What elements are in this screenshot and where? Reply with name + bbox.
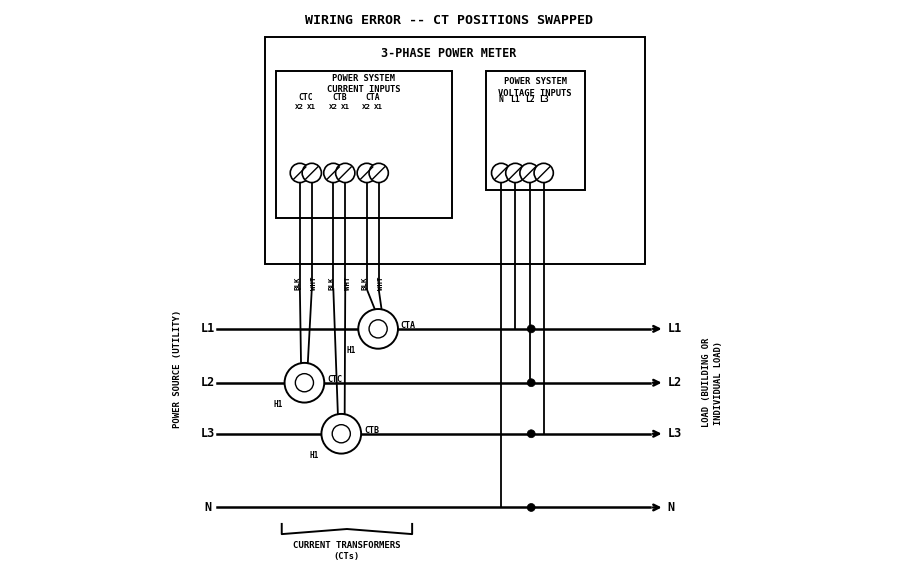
Circle shape — [527, 430, 535, 438]
Circle shape — [491, 163, 511, 183]
Text: L2: L2 — [524, 95, 534, 104]
Circle shape — [357, 163, 376, 183]
Circle shape — [295, 374, 313, 392]
Text: X2: X2 — [362, 104, 371, 109]
Text: X1: X1 — [307, 104, 316, 109]
Text: H1: H1 — [273, 400, 282, 409]
Text: BLK: BLK — [328, 276, 334, 290]
Text: POWER SOURCE (UTILITY): POWER SOURCE (UTILITY) — [173, 310, 182, 428]
Circle shape — [527, 325, 535, 333]
Text: X2: X2 — [295, 104, 304, 109]
Text: WHT: WHT — [345, 276, 350, 290]
Circle shape — [285, 363, 324, 403]
Text: N: N — [667, 501, 674, 514]
Text: H1: H1 — [347, 346, 356, 356]
Text: 3-PHASE POWER METER: 3-PHASE POWER METER — [382, 48, 516, 60]
Text: POWER SYSTEM
VOLTAGE INPUTS: POWER SYSTEM VOLTAGE INPUTS — [498, 78, 572, 98]
Text: CTC: CTC — [327, 375, 342, 384]
Circle shape — [527, 503, 535, 511]
Text: L3: L3 — [667, 428, 682, 440]
Text: BLK: BLK — [362, 276, 367, 290]
Circle shape — [332, 425, 350, 443]
Text: (CTs): (CTs) — [334, 552, 360, 561]
Text: CTA: CTA — [365, 93, 380, 102]
Text: CTA: CTA — [401, 321, 416, 330]
Text: L1: L1 — [510, 95, 520, 104]
Text: POWER SYSTEM
CURRENT INPUTS: POWER SYSTEM CURRENT INPUTS — [327, 74, 401, 94]
Bar — [276, 71, 452, 218]
Text: L1: L1 — [667, 323, 682, 335]
Circle shape — [369, 320, 387, 338]
Text: CTB: CTB — [332, 93, 347, 102]
Circle shape — [527, 379, 535, 387]
Text: L1: L1 — [201, 323, 216, 335]
Circle shape — [534, 163, 553, 183]
Text: L3: L3 — [539, 95, 549, 104]
Text: L3: L3 — [201, 428, 216, 440]
Text: LOAD (BUILDING OR
INDIVIDUAL LOAD): LOAD (BUILDING OR INDIVIDUAL LOAD) — [702, 338, 723, 428]
Text: CURRENT TRANSFORMERS: CURRENT TRANSFORMERS — [293, 541, 401, 550]
Text: CTB: CTB — [364, 426, 379, 435]
Text: N: N — [205, 501, 212, 514]
Circle shape — [321, 414, 361, 454]
Text: CTC: CTC — [298, 93, 313, 102]
Text: X1: X1 — [374, 104, 383, 109]
Text: X2: X2 — [329, 104, 338, 109]
Circle shape — [358, 309, 398, 349]
Bar — [486, 71, 585, 190]
Text: BLK: BLK — [295, 276, 301, 290]
Circle shape — [323, 163, 343, 183]
Text: WHT: WHT — [378, 276, 384, 290]
Text: N: N — [498, 95, 504, 104]
Circle shape — [302, 163, 321, 183]
Text: WHT: WHT — [311, 276, 317, 290]
Text: WIRING ERROR -- CT POSITIONS SWAPPED: WIRING ERROR -- CT POSITIONS SWAPPED — [305, 15, 593, 27]
Circle shape — [369, 163, 388, 183]
Circle shape — [506, 163, 525, 183]
Text: H1: H1 — [310, 451, 319, 460]
Circle shape — [520, 163, 539, 183]
Bar — [265, 37, 645, 264]
Text: X1: X1 — [340, 104, 349, 109]
Circle shape — [336, 163, 355, 183]
Text: L2: L2 — [667, 376, 682, 389]
Text: L2: L2 — [201, 376, 216, 389]
Circle shape — [290, 163, 310, 183]
